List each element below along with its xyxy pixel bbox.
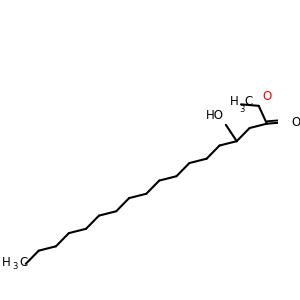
- Text: H: H: [230, 95, 239, 108]
- Text: O: O: [291, 116, 300, 129]
- Text: O: O: [262, 90, 271, 103]
- Text: C: C: [20, 256, 28, 269]
- Text: 3: 3: [239, 105, 244, 114]
- Text: HO: HO: [206, 110, 224, 122]
- Text: 3: 3: [13, 262, 18, 271]
- Text: C: C: [245, 95, 253, 108]
- Text: H: H: [2, 256, 11, 269]
